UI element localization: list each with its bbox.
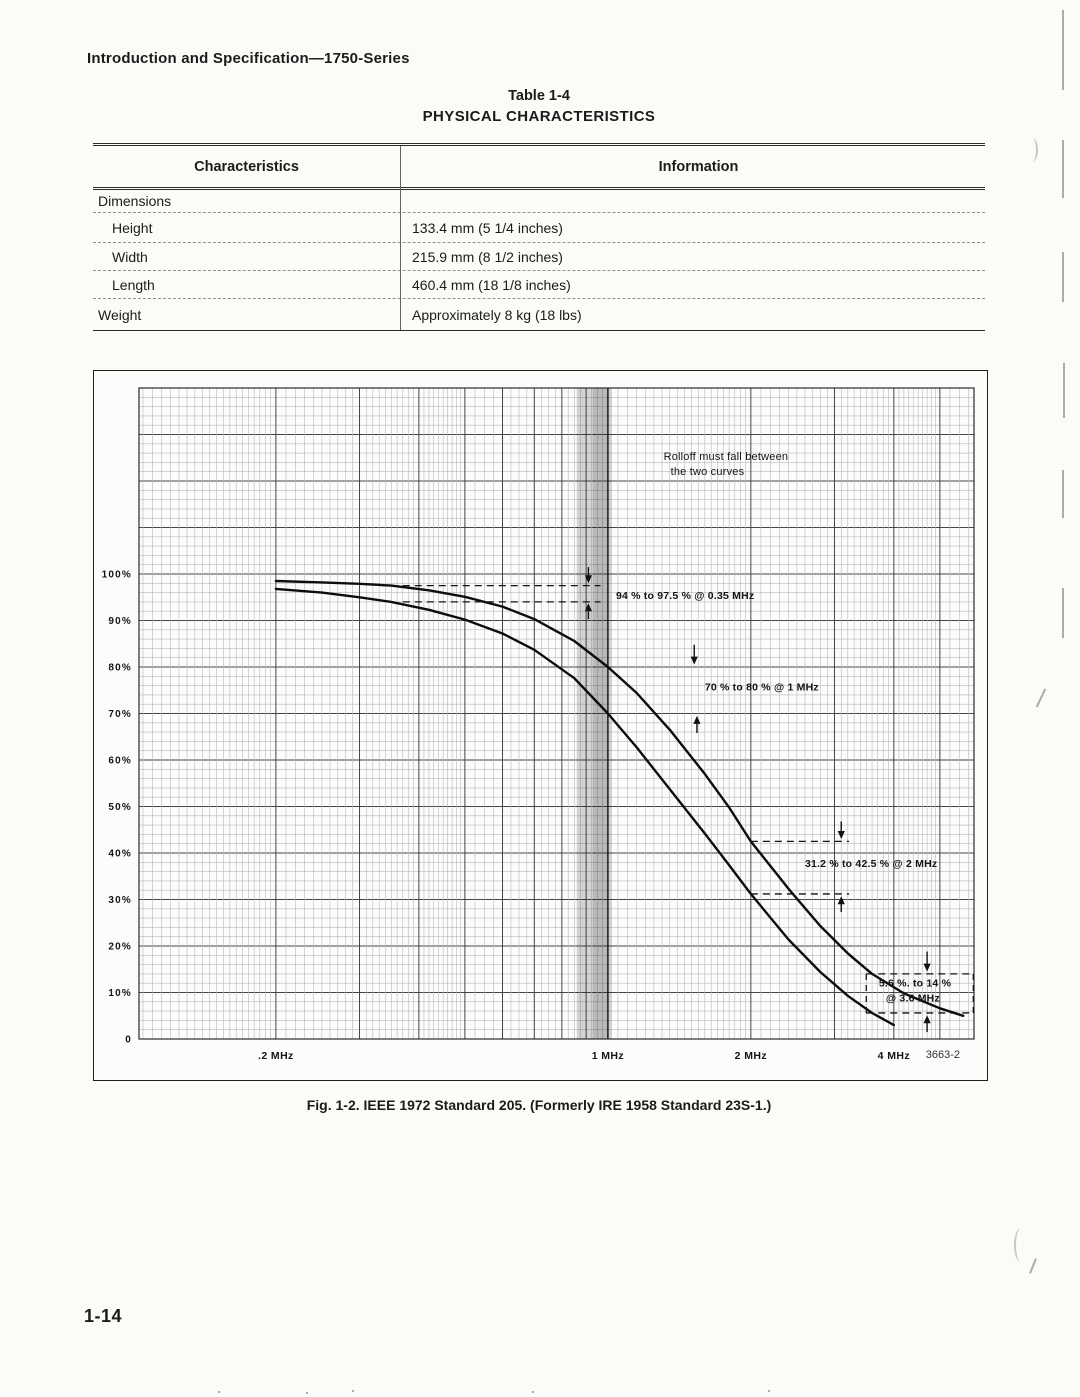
scan-artifact	[1014, 1228, 1028, 1262]
svg-text:0: 0	[125, 1035, 132, 1046]
table-row-dimensions: Dimensions	[93, 190, 985, 213]
scan-artifact	[768, 1390, 770, 1392]
svg-text:31.2 % to 42.5 % @ 2 MHz: 31.2 % to 42.5 % @ 2 MHz	[805, 858, 937, 870]
svg-text:80%: 80%	[108, 663, 132, 674]
svg-text:60%: 60%	[108, 756, 132, 767]
row-info: 215.9 mm (8 1/2 inches)	[412, 248, 563, 265]
table-title-block: Table 1-4 PHYSICAL CHARACTERISTICS	[93, 88, 985, 125]
svg-text:1 MHz: 1 MHz	[592, 1050, 624, 1062]
scan-artifact	[352, 1390, 354, 1392]
row-info: Approximately 8 kg (18 lbs)	[412, 306, 582, 323]
svg-text:3663-2: 3663-2	[926, 1049, 960, 1061]
scan-artifact	[1029, 1258, 1037, 1274]
scan-artifact	[1062, 10, 1064, 90]
table-row-weight: Weight Approximately 8 kg (18 lbs)	[93, 299, 985, 330]
svg-text:70%: 70%	[108, 709, 132, 720]
row-info: 133.4 mm (5 1/4 inches)	[412, 219, 563, 236]
svg-text:.2 MHz: .2 MHz	[258, 1050, 294, 1062]
scan-artifact	[1035, 688, 1047, 708]
column-header-characteristics: Characteristics	[194, 158, 299, 175]
svg-text:10%: 10%	[108, 988, 132, 999]
column-header-information: Information	[658, 158, 739, 175]
physical-characteristics-table: Characteristics Information Dimensions H…	[93, 143, 985, 331]
svg-text:20%: 20%	[108, 942, 132, 953]
svg-text:5.6 %. to 14 %@ 3.6 MHz: 5.6 %. to 14 % @ 3.6 MHz	[879, 977, 952, 1004]
scan-artifact	[1062, 588, 1064, 638]
row-label: Height	[112, 219, 153, 236]
figure-caption: Fig. 1-2. IEEE 1972 Standard 205. (Forme…	[306, 1097, 772, 1113]
svg-text:50%: 50%	[108, 802, 132, 813]
scan-artifact	[532, 1391, 534, 1393]
svg-text:90%: 90%	[108, 616, 132, 627]
scan-artifact	[1062, 252, 1064, 302]
figure-1-2-container: Rolloff must fall between the two curves 9…	[93, 370, 988, 1081]
svg-text:4 MHz: 4 MHz	[878, 1050, 910, 1062]
rolloff-chart: Rolloff must fall between the two curves 9…	[102, 387, 975, 1062]
table-row-length: Length 460.4 mm (18 1/8 inches)	[93, 271, 985, 299]
upper-rolloff-limit	[274, 579, 965, 1017]
section-header: Introduction and Specification—1750-Seri…	[87, 50, 410, 67]
svg-text:70 % to 80 % @ 1 MHz: 70 % to 80 % @ 1 MHz	[705, 681, 819, 693]
scan-artifact	[218, 1391, 220, 1393]
page-number: 1-14	[84, 1306, 123, 1326]
svg-text:2 MHz: 2 MHz	[735, 1050, 767, 1062]
row-label: Dimensions	[98, 193, 172, 209]
table-heading: PHYSICAL CHARACTERISTICS	[422, 108, 656, 125]
row-info: 460.4 mm (18 1/8 inches)	[412, 276, 571, 293]
column-divider	[400, 146, 401, 330]
table-number: Table 1-4	[508, 88, 570, 104]
table-header-row: Characteristics Information	[93, 146, 985, 190]
table-row-height: Height 133.4 mm (5 1/4 inches)	[93, 213, 985, 243]
scan-artifact	[1062, 140, 1064, 198]
scan-artifact	[1026, 138, 1038, 162]
svg-text:30%: 30%	[108, 895, 132, 906]
scan-artifact	[306, 1392, 308, 1394]
svg-text:100%: 100%	[102, 570, 132, 581]
svg-text:40%: 40%	[108, 849, 132, 860]
table-row-width: Width 215.9 mm (8 1/2 inches)	[93, 243, 985, 271]
svg-text:94 % to 97.5 % @ 0.35 MHz: 94 % to 97.5 % @ 0.35 MHz	[616, 590, 754, 602]
row-label: Width	[112, 248, 148, 265]
lower-rolloff-limit	[274, 587, 895, 1027]
row-label: Weight	[98, 306, 142, 323]
scan-artifact	[1062, 470, 1064, 518]
row-label: Length	[112, 276, 155, 293]
scan-artifact	[1063, 363, 1065, 418]
